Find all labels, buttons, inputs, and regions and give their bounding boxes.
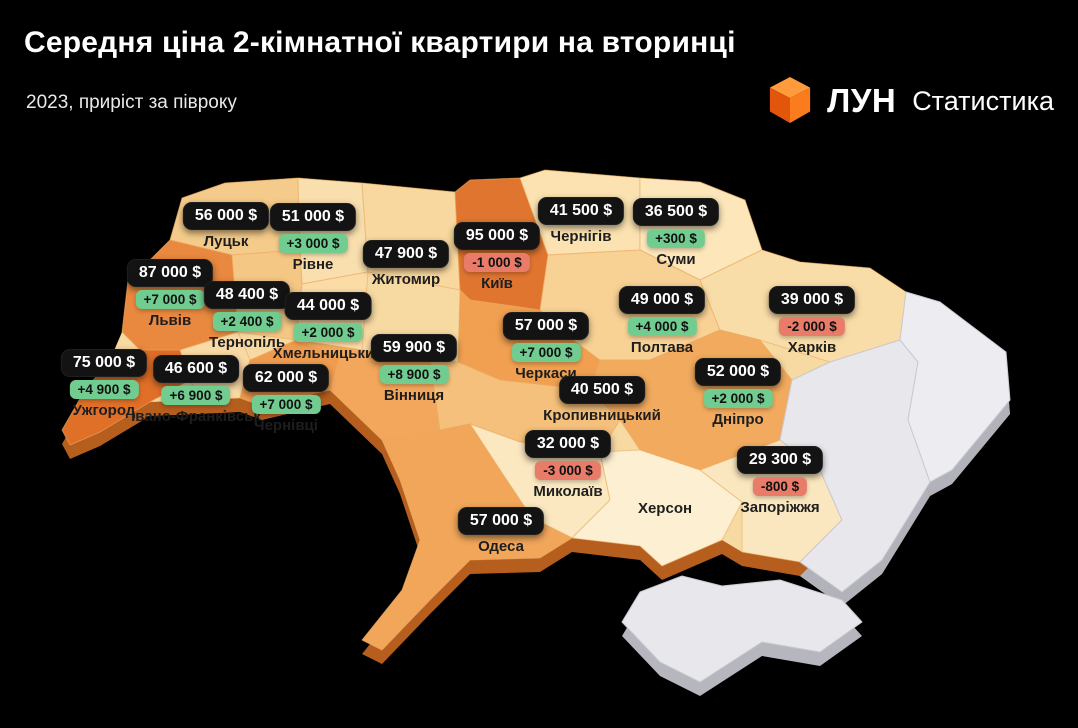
oblast-lviv [121,239,239,351]
brand-name: ЛУН [827,82,897,119]
oblast-odesa [361,423,573,651]
occupied-layer [621,291,1011,683]
brand-logo: ЛУН Статистика [767,76,1054,126]
oblast-volyn [169,177,301,256]
brand-suffix: Статистика [912,85,1054,116]
oblast-ternopil [231,249,303,341]
oblast-zhytomyr [361,182,461,291]
oblast-crimea [621,575,863,683]
oblast-luhansk [899,291,1011,483]
lun-cube-icon [770,77,811,124]
oblast-kherson [571,449,743,567]
oblast-rivne [297,177,369,285]
oblast-khmelnytskyi [295,271,369,351]
page-subtitle: 2023, приріст за півроку [26,92,237,113]
page-title: Середня ціна 2-кімнатної квартири на вто… [24,26,736,59]
